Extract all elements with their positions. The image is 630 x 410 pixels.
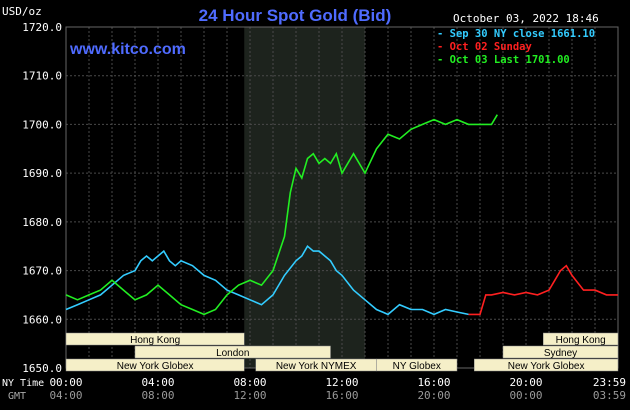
legend-entry: - Oct 02 Sunday xyxy=(437,41,533,53)
session-label: Hong Kong xyxy=(130,335,180,346)
session-bar xyxy=(376,358,458,372)
x-tick-ny: 08:00 xyxy=(233,376,266,389)
y-tick-label: 1710.0 xyxy=(22,70,62,83)
session-bar xyxy=(474,358,619,372)
session-label: New York Globex xyxy=(508,361,585,372)
y-axis: 1650.0 1660.0 1670.0 1680.0 1690.0 1700.0 1710… xyxy=(22,21,62,375)
y-tick-label: 1700.0 xyxy=(22,118,62,131)
x-tick-gmt: 03:59 xyxy=(593,389,626,402)
gmt-label: GMT xyxy=(8,391,26,402)
session-label: New York NYMEX xyxy=(276,361,357,372)
session-label: New York Globex xyxy=(117,361,194,372)
session-bar xyxy=(134,345,331,359)
session-bar xyxy=(65,332,245,346)
series-line-0 xyxy=(65,244,469,316)
x-tick-ny: 20:00 xyxy=(509,376,542,389)
x-tick-ny: 00:00 xyxy=(49,376,82,389)
session-label: London xyxy=(216,348,249,359)
legend-entry: - Sep 30 NY close 1661.10 xyxy=(437,28,595,40)
y-tick-label: 1690.0 xyxy=(22,167,62,180)
series-line-2 xyxy=(65,114,498,316)
y-tick-label: 1670.0 xyxy=(22,265,62,278)
session-label: Hong Kong xyxy=(556,335,606,346)
x-tick-gmt: 04:00 xyxy=(49,389,82,402)
plot-area xyxy=(65,26,619,369)
legend: - Sep 30 NY close 1661.10- Oct 02 Sunday… xyxy=(437,28,595,66)
timestamp: October 03, 2022 18:46 xyxy=(453,12,599,25)
x-tick-gmt: 00:00 xyxy=(509,389,542,402)
legend-entry: - Oct 03 Last 1701.00 xyxy=(437,54,570,66)
x-axis: NY Time GMT 00:0004:0004:0008:0008:0012:… xyxy=(2,376,626,402)
session-bars: Hong Kong Hong Kong London Sydney New York G… xyxy=(65,332,619,372)
session-label: NY Globex xyxy=(393,361,441,372)
nymex-shade xyxy=(244,27,365,368)
x-tick-gmt: 12:00 xyxy=(233,389,266,402)
y-tick-label: 1720.0 xyxy=(22,21,62,34)
session-bar xyxy=(65,358,245,372)
x-tick-gmt: 20:00 xyxy=(417,389,450,402)
session-bar xyxy=(543,332,619,346)
x-tick-gmt: 08:00 xyxy=(141,389,174,402)
x-tick-ny: 23:59 xyxy=(593,376,626,389)
site-watermark[interactable]: www.kitco.com xyxy=(69,41,186,58)
x-tick-ny: 16:00 xyxy=(417,376,450,389)
ny-time-label: NY Time xyxy=(2,378,44,389)
x-tick-ny: 12:00 xyxy=(325,376,358,389)
x-tick-ny: 04:00 xyxy=(141,376,174,389)
session-label: Sydney xyxy=(544,348,577,359)
y-tick-label: 1660.0 xyxy=(22,313,62,326)
session-bar xyxy=(502,345,619,359)
x-tick-gmt: 16:00 xyxy=(325,389,358,402)
series-line-1 xyxy=(468,264,618,316)
y-tick-label: 1650.0 xyxy=(22,362,62,375)
units-label: USD/oz xyxy=(2,5,42,18)
chart-title: 24 Hour Spot Gold (Bid) xyxy=(199,6,392,25)
y-tick-label: 1680.0 xyxy=(22,216,62,229)
